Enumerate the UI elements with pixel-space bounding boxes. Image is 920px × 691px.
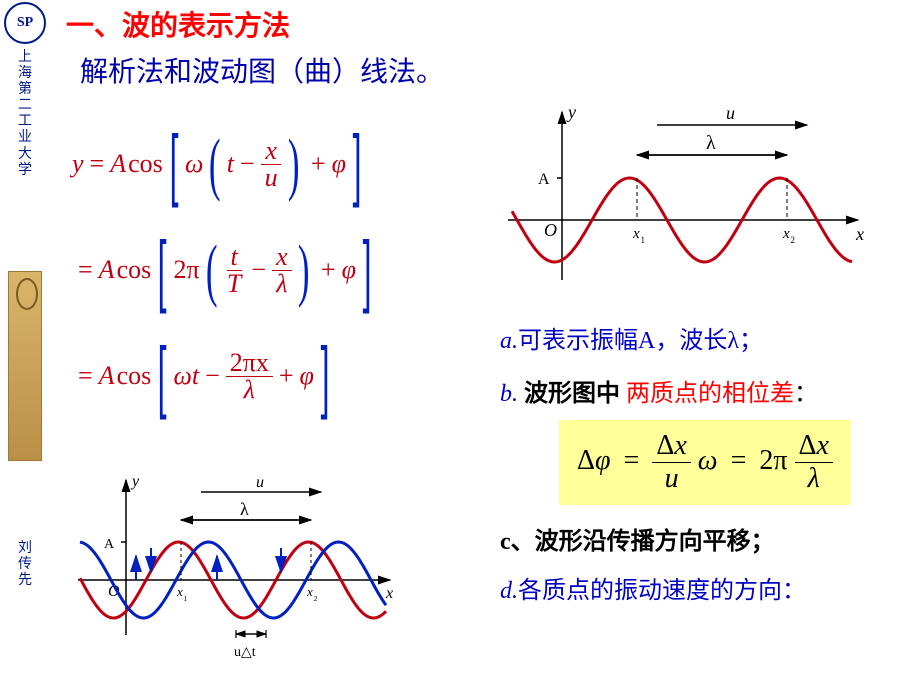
- section-subtitle: 解析法和波动图（曲）线法。: [80, 50, 916, 90]
- svg-text:x: x: [782, 226, 790, 242]
- section-title: 一、波的表示方法: [66, 4, 916, 44]
- svg-text:λ: λ: [240, 499, 249, 519]
- notes-block: a.可表示振幅A，波长λ； b. 波形图中 两质点的相位差： Δφ = Δxu …: [500, 320, 910, 617]
- svg-text:1: 1: [184, 594, 188, 603]
- svg-text:u: u: [256, 474, 264, 491]
- note-d: d.各质点的振动速度的方向：: [500, 570, 910, 605]
- institution-name: 上海 第二 工业 大学: [18, 50, 32, 179]
- svg-text:x: x: [385, 585, 393, 602]
- institution-logo: SP: [4, 2, 46, 44]
- svg-text:1: 1: [641, 235, 646, 245]
- equation-row-1: y = A cos [ ω ( t − xu ) + φ ]: [72, 122, 378, 206]
- content-area: 一、波的表示方法 解析法和波动图（曲）线法。: [66, 4, 916, 90]
- sidebar: SP 上海 第二 工业 大学 刘 传 先: [0, 0, 50, 691]
- svg-text:λ: λ: [706, 132, 716, 154]
- wave-diagram-top: yxOAx1x2λu: [492, 100, 872, 305]
- svg-text:y: y: [130, 473, 140, 490]
- svg-text:2: 2: [314, 594, 318, 603]
- note-a: a.可表示振幅A，波长λ；: [500, 320, 910, 355]
- note-b: b. 波形图中 两质点的相位差：: [500, 373, 910, 408]
- svg-text:x: x: [306, 584, 313, 599]
- wave-equations: y = A cos [ ω ( t − xu ) + φ ] = A cos […: [72, 122, 378, 440]
- equation-row-2: = A cos [ 2π ( tT − xλ ) + φ ]: [72, 228, 378, 312]
- equation-row-3: = A cos [ ωt − 2πxλ + φ ]: [72, 334, 378, 418]
- wave-diagram-bottom: yxOAx1x2λuu△t: [66, 470, 406, 675]
- phase-diff-formula: Δφ = Δxu ω = 2π Δxλ: [500, 420, 910, 505]
- key-icon: [8, 271, 42, 461]
- svg-text:u: u: [726, 103, 735, 123]
- svg-text:x: x: [855, 224, 864, 244]
- author-name: 刘 传 先: [18, 541, 32, 589]
- svg-text:x: x: [176, 584, 183, 599]
- svg-text:x: x: [632, 226, 640, 242]
- svg-text:A: A: [538, 171, 550, 188]
- svg-text:y: y: [566, 102, 576, 122]
- note-c: c、波形沿传播方向平移；: [500, 521, 910, 556]
- svg-text:A: A: [104, 537, 115, 552]
- svg-text:u△t: u△t: [234, 645, 256, 660]
- svg-text:2: 2: [791, 235, 796, 245]
- svg-text:O: O: [544, 220, 557, 240]
